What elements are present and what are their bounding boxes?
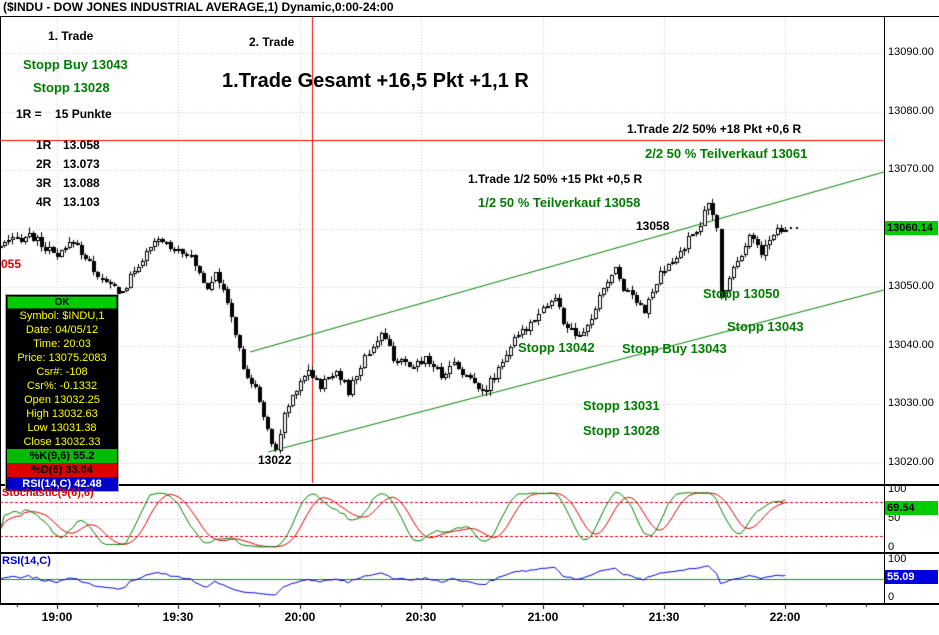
info-row-rsi: RSI(14,C) 42.48 [7, 477, 117, 491]
stochastic-panel-border [0, 552, 939, 554]
clipped-price-13055: 055 [1, 257, 22, 271]
time-axis-label: 21:30 [648, 610, 680, 624]
info-row-symbol: Symbol: $INDU,1 [19, 310, 105, 322]
info-row-csr-pct: Csr%: -0.1332 [26, 380, 98, 392]
info-row-k: %K(9,6) 55.2 [7, 449, 117, 463]
r-table-row: 2R 13.073 [36, 157, 100, 176]
r-table-label: 2R [36, 157, 52, 171]
r-table-row: 1R 13.058 [36, 138, 100, 157]
stopp-13050: Stopp 13050 [703, 286, 780, 301]
r-table-label: 4R [36, 195, 52, 209]
main-panel-border [0, 484, 939, 486]
price-axis-label: 13050.00 [888, 280, 934, 292]
r-table-label: 3R [36, 176, 52, 190]
last-price-badge: 13060.14 [885, 221, 938, 235]
stopp-13031: Stopp 13031 [583, 398, 660, 413]
r-table-value: 13.103 [63, 195, 100, 209]
data-window[interactable]: OK Symbol: $INDU,1 Date: 04/05/12 Time: 20… [5, 294, 119, 492]
rsi-value-badge: 55.09 [885, 570, 938, 584]
trade-2-label: 2. Trade [249, 35, 295, 49]
price-axis-label: 13070.00 [888, 163, 934, 175]
price-label-13058: 13058 [636, 219, 670, 233]
stochastic-label: Stochastic(9(6),6) [2, 487, 94, 499]
time-axis-label: 22:00 [769, 610, 801, 624]
rsi-axis-label: 100 [888, 553, 907, 565]
info-row-open: Open 13032.25 [24, 394, 100, 406]
info-row-close: Close 13032.33 [23, 436, 101, 448]
time-axis-label: 20:00 [284, 610, 316, 624]
stochastic-axis-label: 100 [888, 483, 907, 495]
rsi-label: RSI(14,C) [2, 555, 51, 567]
price-axis-label: 13090.00 [888, 46, 934, 58]
info-row-csr-num: Csr#: -108 [36, 366, 88, 378]
risk-unit-note: 1R = 15 Punkte [16, 107, 112, 121]
title-separator [0, 16, 939, 17]
r-table-value: 13.073 [63, 157, 100, 171]
time-axis[interactable]: 19:00 19:30 20:00 20:30 21:00 21:30 22:00 [0, 604, 939, 635]
teilverkauf-1: 1/2 50 % Teilverkauf 13058 [478, 195, 641, 210]
trade-1-label: 1. Trade [48, 29, 94, 43]
stopp-buy-13043-mid: Stopp Buy 13043 [622, 341, 727, 356]
rsi-axis-label: 0 [888, 591, 895, 603]
price-label-13022: 13022 [258, 453, 292, 467]
price-axis[interactable]: 13090.00 13080.00 13070.00 13050.00 13040.00… [885, 17, 939, 603]
price-axis-label: 13040.00 [888, 338, 934, 351]
info-row-low: Low 13031.38 [27, 422, 97, 434]
r-table-value: 13.088 [63, 176, 100, 190]
price-axis-label: 13080.00 [888, 104, 934, 117]
r-table-row: 4R 13.103 [36, 195, 100, 214]
trade-1-exit-2: 1.Trade 2/2 50% +18 Pkt +0,6 R [627, 122, 802, 136]
info-row-date: Date: 04/05/12 [25, 324, 99, 336]
time-axis-label: 20:30 [405, 610, 437, 624]
stochastic-axis-label: 0 [888, 541, 895, 553]
info-row-time: Time: 20:03 [33, 338, 91, 350]
stopp-buy-13043-top: Stopp Buy 13043 [23, 57, 128, 72]
info-row-high: High 13032.63 [26, 408, 98, 420]
time-axis-label: 19:30 [162, 610, 194, 624]
info-row-d: %D(6) 33.04 [7, 463, 117, 477]
chart-left-border [0, 17, 1, 603]
price-axis-label: 13020.00 [888, 455, 934, 468]
r-table-value: 13.058 [63, 138, 100, 152]
trade-1-summary: 1.Trade Gesamt +16,5 Pkt +1,1 R [222, 70, 529, 92]
stopp-13028-mid: Stopp 13028 [583, 423, 660, 438]
stochastic-value-badge: 69.54 [885, 501, 938, 515]
r-multiple-table: 1R 13.058 2R 13.073 3R 13.088 4R 13.103 [36, 138, 100, 214]
teilverkauf-2: 2/2 50 % Teilverkauf 13061 [645, 146, 808, 161]
stopp-13028-top: Stopp 13028 [33, 80, 110, 95]
info-row-price: Price: 13075.2083 [17, 352, 107, 364]
r-table-row: 3R 13.088 [36, 176, 100, 195]
data-window-rows: Symbol: $INDU,1 Date: 04/05/12 Time: 20:03… [6, 309, 118, 491]
axis-separator [884, 17, 885, 603]
rsi-panel-border [0, 603, 939, 605]
time-axis-label: 21:00 [527, 610, 559, 624]
r-table-label: 1R [36, 138, 52, 152]
time-axis-label: 19:00 [41, 610, 73, 624]
stopp-13043-right: Stopp 13043 [727, 319, 804, 334]
stopp-13042: Stopp 13042 [518, 340, 595, 355]
chart-title: ($INDU - DOW JONES INDUSTRIAL AVERAGE,1)… [0, 0, 939, 16]
ok-button[interactable]: OK [7, 296, 117, 309]
stochastic-axis-label: 50 [888, 512, 901, 524]
trade-1-exit-1: 1.Trade 1/2 50% +15 Pkt +0,5 R [468, 172, 643, 186]
price-axis-label: 13030.00 [888, 397, 934, 409]
